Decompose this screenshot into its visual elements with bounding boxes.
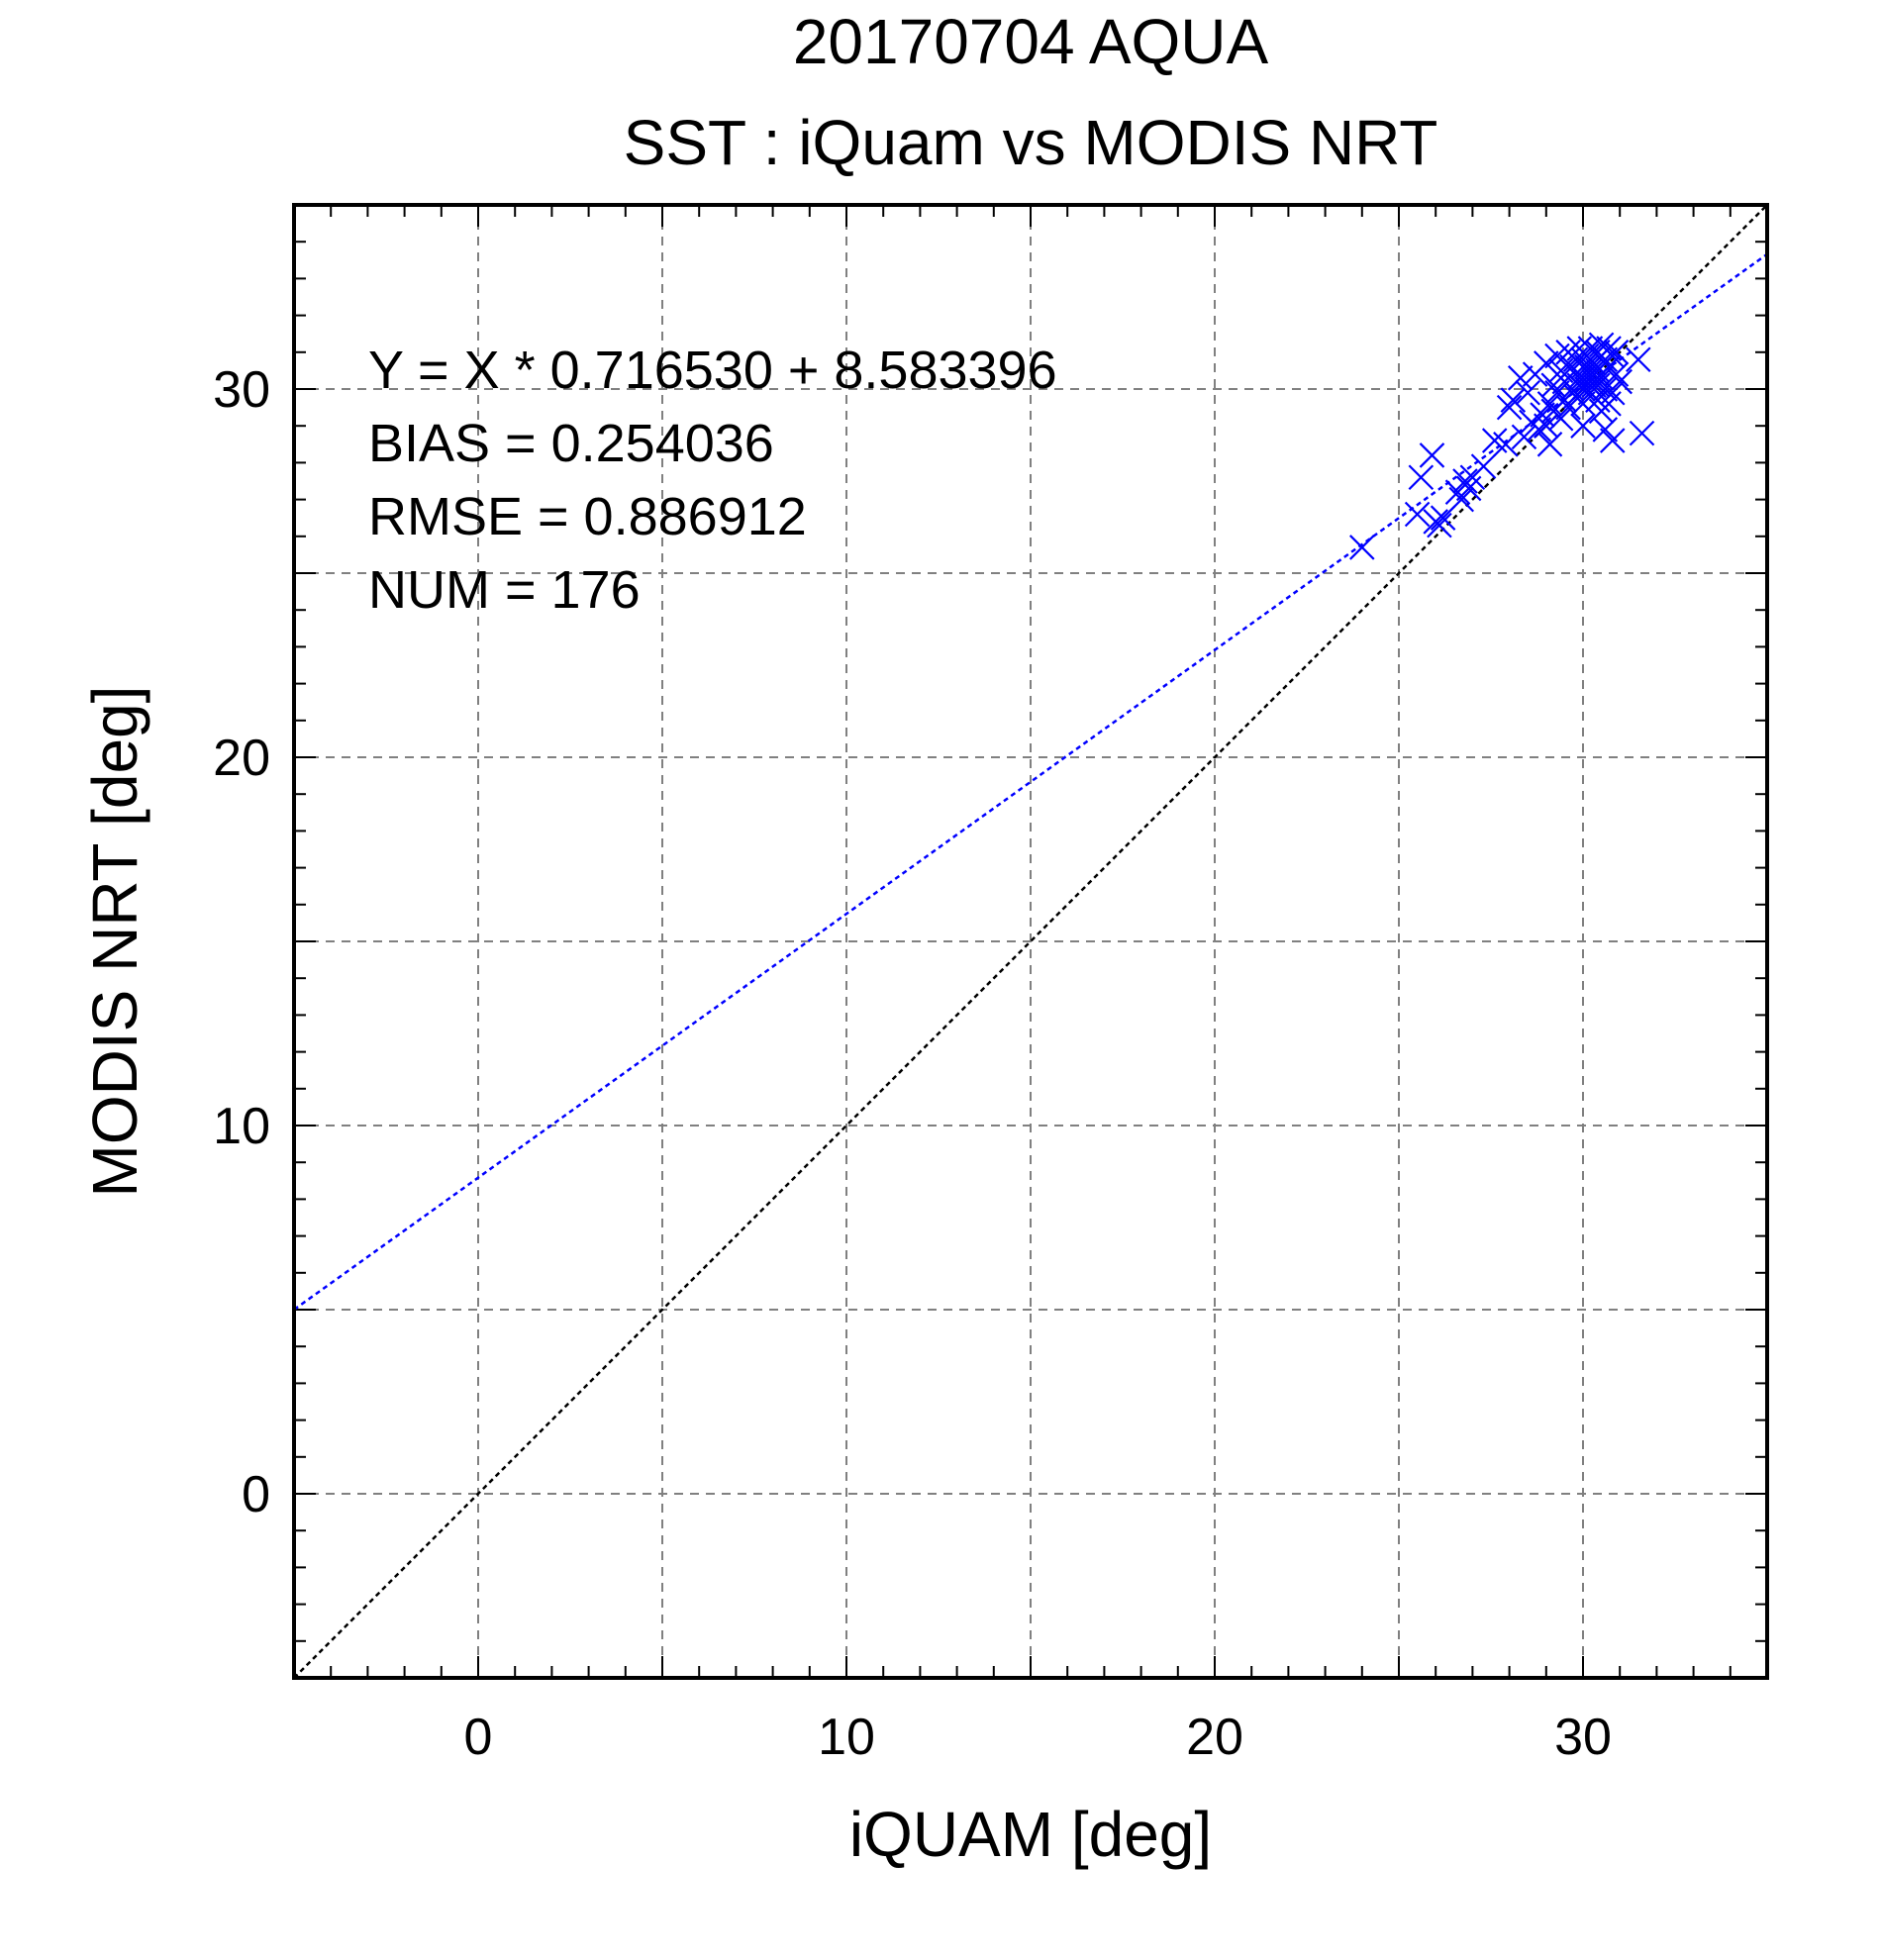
data-point [1596,391,1622,417]
stats-bias: BIAS = 0.254036 [368,414,774,473]
x-tick-label: 20 [1186,1709,1243,1766]
data-point [1507,365,1534,391]
data-point [1496,394,1523,421]
stats-rmse: RMSE = 0.886912 [368,487,807,546]
data-point [1500,387,1527,413]
data-point [1592,376,1619,402]
y-axis-label: MODIS NRT [deg] [79,686,150,1198]
data-point [1511,424,1537,450]
x-tick-label: 30 [1554,1709,1612,1766]
y-tick-labels: 0 10 20 30 [213,361,270,1523]
data-point [1419,442,1445,468]
data-point [1596,336,1622,361]
x-tick-labels: 0 10 20 30 [464,1709,1612,1766]
data-point [1573,353,1600,380]
data-point [1626,346,1651,373]
data-point [1570,346,1596,373]
x-axis-label: iQUAM [deg] [849,1799,1212,1870]
grid-lines [294,205,1767,1678]
data-point [1592,417,1619,442]
data-point [1427,512,1452,539]
data-point [1448,486,1475,513]
data-point [1493,432,1519,457]
plot-frame [292,203,1769,1680]
data-point [1566,372,1593,399]
stats-equation: Y = X * 0.716530 + 8.583396 [368,341,1057,400]
x-tick-label: 10 [818,1709,875,1766]
chart-subtitle: SST : iQuam vs MODIS NRT [624,107,1438,178]
data-points [1349,332,1655,560]
y-tick-label: 30 [213,361,270,419]
data-point [1577,346,1604,373]
x-tick-label: 0 [464,1709,493,1766]
data-point [1349,535,1375,560]
data-point [1599,428,1626,453]
data-point [1408,464,1435,491]
y-tick-label: 10 [213,1098,270,1155]
data-point [1452,468,1478,494]
y-tick-label: 20 [213,730,270,787]
data-point [1603,361,1630,387]
stats-num: NUM = 176 [368,560,641,620]
data-point [1536,432,1563,457]
data-point [1515,379,1540,406]
data-point [1607,368,1633,395]
data-point [1470,453,1497,479]
stats-box: Y = X * 0.716530 + 8.583396 BIAS = 0.254… [368,341,1057,620]
reference-lines [294,205,1767,1678]
regression-line [294,252,1767,1311]
data-point [1526,417,1552,442]
chart-title: 20170704 AQUA [793,6,1269,77]
data-point [1603,340,1630,365]
y-tick-label: 0 [242,1466,270,1523]
data-point [1404,501,1431,528]
data-point [1570,413,1596,439]
data-point [1629,420,1655,446]
